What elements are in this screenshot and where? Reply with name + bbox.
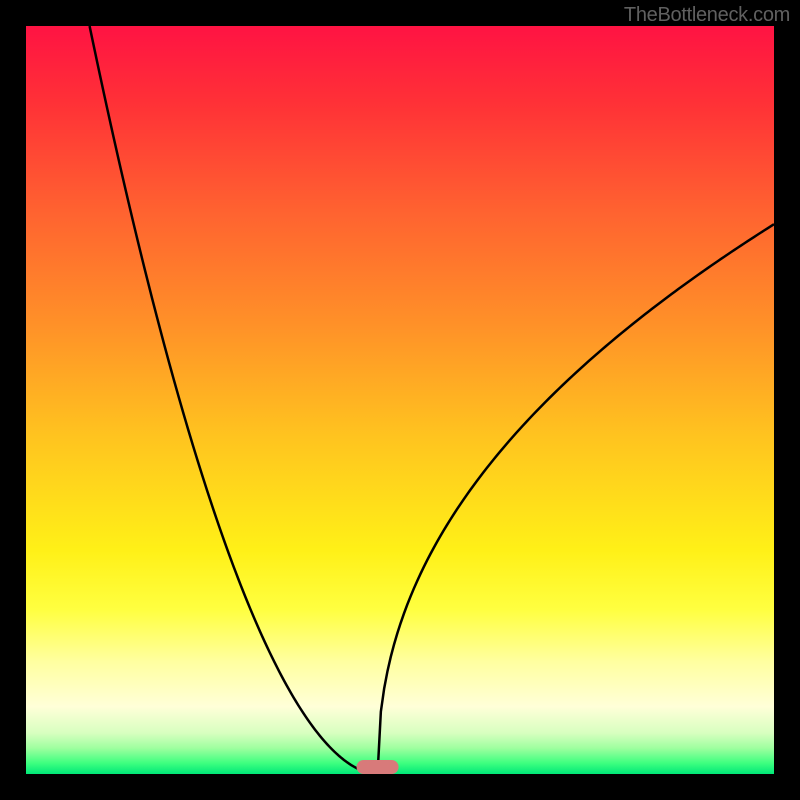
minimum-marker [357,760,399,774]
plot-background [26,26,774,774]
bottleneck-chart [0,0,800,800]
chart-container: TheBottleneck.com [0,0,800,800]
watermark-text: TheBottleneck.com [624,4,790,27]
